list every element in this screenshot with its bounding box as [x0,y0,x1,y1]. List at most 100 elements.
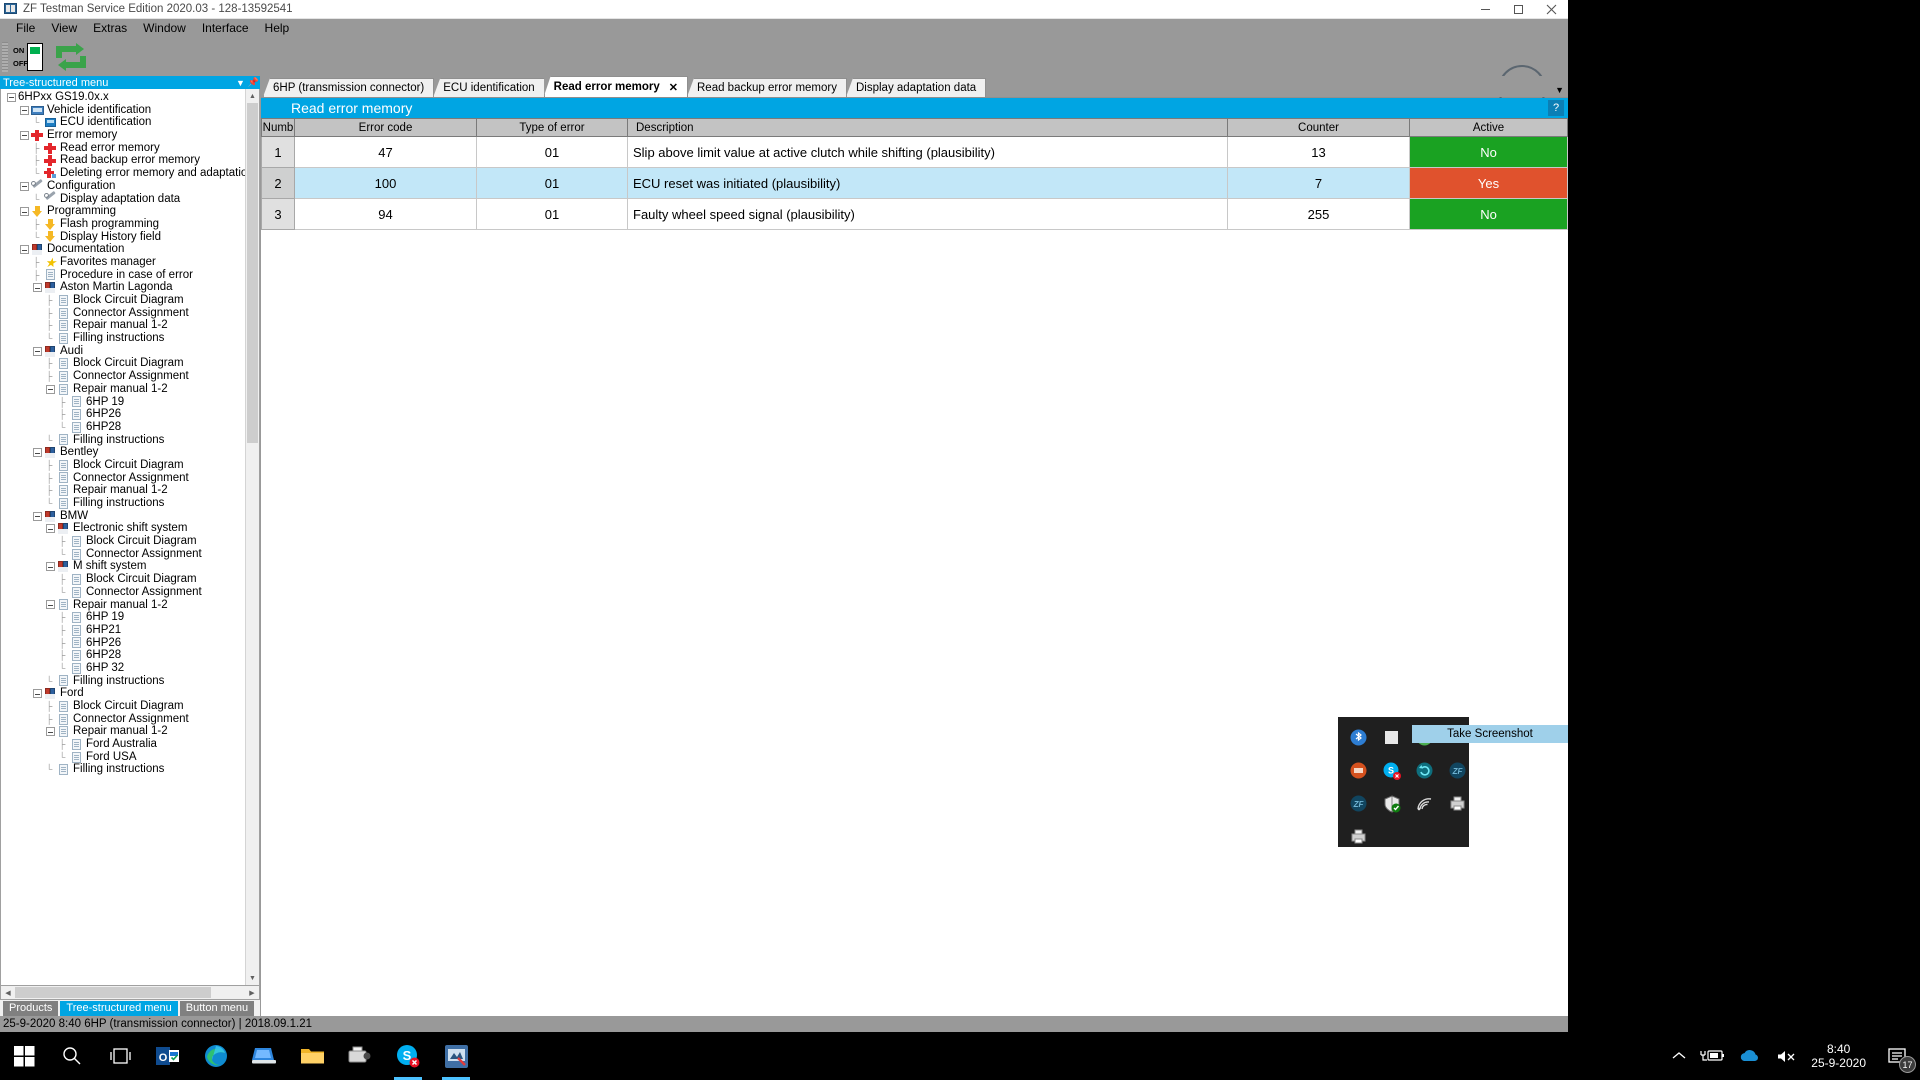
column-header-error-code[interactable]: Error code [294,118,477,137]
tree-item[interactable]: ├ 6HP 19 [1,396,245,409]
chevron-down-icon[interactable]: ▼ [236,77,245,88]
tree-item[interactable]: Electronic shift system [1,522,245,535]
wifi-icon[interactable] [1408,787,1441,820]
tree-item[interactable]: ├ Block Circuit Diagram [1,700,245,713]
tree-item[interactable]: ├ 6HP21 [1,624,245,637]
edge-icon[interactable] [192,1032,240,1080]
scroll-up-button[interactable]: ▲ [246,89,259,103]
tree-item[interactable]: BMW [1,510,245,523]
collapse-icon[interactable] [46,562,55,572]
tree-item[interactable]: └ Filling instructions [1,497,245,510]
tree-item[interactable]: ├ 6HP28 [1,649,245,662]
collapse-icon[interactable] [20,105,29,115]
tab-ecu-identification[interactable]: ECU identification [433,78,545,97]
tree-item[interactable]: ├ Procedure in case of error [1,269,245,282]
tree-item[interactable]: Aston Martin Lagonda [1,281,245,294]
sync-arrows-icon[interactable] [52,42,90,72]
collapse-icon[interactable] [33,283,42,293]
tree-item[interactable]: Repair manual 1-2 [1,383,245,396]
notification-icon[interactable]: 17 [1876,1032,1920,1080]
collapse-icon[interactable] [20,181,29,191]
tree-item[interactable]: └ ECU identification [1,116,245,129]
tree-item[interactable]: └ Filling instructions [1,434,245,447]
tree-item[interactable]: ├ Block Circuit Diagram [1,573,245,586]
dock-tab-button-menu[interactable]: Button menu [179,1001,255,1016]
column-header-description[interactable]: Description [627,118,1228,137]
tree-item[interactable]: ├ Connector Assignment [1,472,245,485]
scroll-left-button[interactable]: ◀ [5,989,11,997]
tree-item[interactable]: ├ Connector Assignment [1,713,245,726]
tree-item[interactable]: └ Filling instructions [1,332,245,345]
tree-item[interactable]: └ Connector Assignment [1,586,245,599]
tab-read-backup-error-memory[interactable]: Read backup error memory [687,78,847,97]
camera-icon[interactable] [336,1032,384,1080]
hscroll-track[interactable] [15,986,245,999]
collapse-icon[interactable] [20,245,29,255]
collapse-icon[interactable] [33,511,42,521]
close-button[interactable] [1535,0,1568,19]
tree-item[interactable]: └ Deleting error memory and adaptation da… [1,167,245,180]
tree-item[interactable]: Configuration [1,178,245,193]
zf-app-icon-2[interactable]: ZF [1342,787,1375,820]
tree-item[interactable]: Bentley [1,446,245,459]
tree-item[interactable]: └ Display adaptation data [1,191,245,206]
scroll-down-button[interactable]: ▼ [246,971,259,985]
volume-muted-icon[interactable] [1769,1032,1805,1080]
battery-charging-icon[interactable] [1693,1032,1731,1080]
vscroll-track[interactable] [246,103,259,971]
skype-icon[interactable]: S [384,1032,432,1080]
chevron-up-icon[interactable] [1665,1032,1693,1080]
printer-icon-2[interactable] [1342,820,1375,853]
outlook-icon[interactable]: O [144,1032,192,1080]
tree-item[interactable]: ├ Read error memory [1,142,245,155]
remote-desktop-icon[interactable] [240,1032,288,1080]
help-icon[interactable]: ? [1548,100,1564,116]
search-icon[interactable] [48,1032,96,1080]
table-row[interactable]: 3 94 01 Faulty wheel speed signal (plausibi… [261,198,1568,230]
tree-item[interactable]: ├ Connector Assignment [1,370,245,383]
menu-extras[interactable]: Extras [93,21,128,35]
collapse-icon[interactable] [20,130,29,140]
tree-item[interactable]: ├ Ford Australia [1,738,245,751]
bluetooth-icon[interactable] [1342,721,1375,754]
menu-file[interactable]: File [16,21,36,35]
scroll-right-button[interactable]: ▶ [249,989,255,997]
menu-interface[interactable]: Interface [201,21,249,35]
tree-item[interactable]: Programming [1,205,245,218]
tree-vertical-scrollbar[interactable]: ▲ ▼ [245,89,259,985]
tree-item[interactable]: Vehicle identification [1,104,245,117]
tab-read-error-memory[interactable]: Read error memory ✕ [543,76,688,97]
menu-window[interactable]: Window [143,21,186,35]
dock-tab-products[interactable]: Products [3,1001,59,1016]
toolbar-grip[interactable] [2,41,8,72]
table-row[interactable]: 1 47 01 Slip above limit value at active cl… [261,136,1568,168]
collapse-icon[interactable] [20,207,29,217]
collapse-icon[interactable] [7,92,16,102]
teal-refresh-icon[interactable] [1408,754,1441,787]
column-header-numb[interactable]: Numb [261,118,295,137]
tree-item[interactable]: ├ Repair manual 1-2 [1,319,245,332]
white-square-icon[interactable] [1375,721,1408,754]
maximize-button[interactable] [1502,0,1535,19]
menu-view[interactable]: View [51,21,78,35]
column-header-counter[interactable]: Counter [1227,118,1410,137]
task-view-icon[interactable] [96,1032,144,1080]
testman-icon[interactable] [432,1032,480,1080]
collapse-icon[interactable] [33,346,42,356]
orange-app-icon[interactable] [1342,754,1375,787]
close-icon[interactable]: ✕ [668,81,678,94]
collapse-icon[interactable] [46,384,55,394]
menu-help[interactable]: Help [264,21,290,35]
tree-item[interactable]: └ Connector Assignment [1,548,245,561]
column-header-type-of-error[interactable]: Type of error [476,118,628,137]
tree-item[interactable]: Repair manual 1-2 [1,599,245,612]
minimize-button[interactable] [1469,0,1502,19]
printer-icon[interactable] [1441,787,1474,820]
tree-item[interactable]: └ Ford USA [1,751,245,764]
tree-item[interactable]: Repair manual 1-2 [1,725,245,738]
connection-toggle[interactable]: ON OFF [12,42,44,72]
tree-view[interactable]: 6HPxx GS19.0x.x Vehicle identification └ EC… [1,89,245,985]
tree-item[interactable]: Ford [1,687,245,700]
tab-6hp-transmission-connector[interactable]: 6HP (transmission connector) [263,78,435,97]
chevron-down-icon[interactable]: ▼ [1555,85,1564,95]
